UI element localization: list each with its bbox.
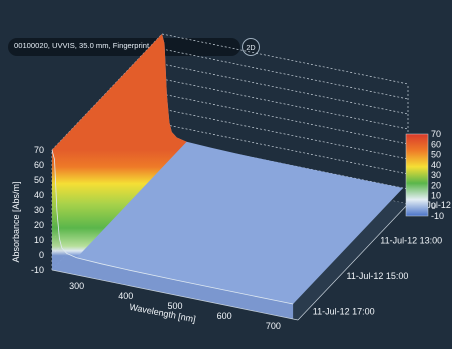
y-tick-label: 0: [39, 250, 44, 260]
colorbar-tick-label: 50: [431, 150, 441, 160]
colorbar-tick-label: 20: [431, 180, 441, 190]
x-tick-label: 700: [266, 321, 281, 331]
colorbar-tick-label: 0: [431, 201, 436, 211]
x-axis-line: [51, 269, 299, 321]
x-tick-label: 600: [217, 311, 232, 321]
y-tick-label: 10: [34, 235, 44, 245]
sample-info-label: 00100020, UVVIS, 35.0 mm, Fingerprint: [14, 41, 150, 50]
sample-info-bar: [8, 38, 240, 56]
absorbance-ridge: [52, 34, 187, 258]
y-tick-label: -10: [31, 265, 44, 275]
y-tick-label: 20: [34, 220, 44, 230]
y-tick-label: 70: [34, 145, 44, 155]
y-axis-title: Absorbance [Abs/m]: [11, 181, 21, 262]
colorbar-tick-label: 10: [431, 191, 441, 201]
y-tick-label: 50: [34, 175, 44, 185]
grid-line: [161, 108, 409, 160]
x-tick-label: 500: [167, 301, 182, 311]
y-tick-label: 40: [34, 190, 44, 200]
time-tick-label: 11-Jul-12 15:00: [347, 271, 409, 281]
spectrum-line: [51, 149, 294, 305]
grid-line: [161, 63, 409, 115]
grid-line: [161, 123, 409, 175]
spectrum-front-face: [52, 150, 294, 319]
time-tick-label: 11-Jul-12 13:00: [380, 236, 442, 246]
grid-line: [161, 78, 409, 130]
colorbar-tick-label: 70: [431, 129, 441, 139]
colorbar-tick-label: 60: [431, 139, 441, 149]
x-axis-title: Wavelength [nm]: [129, 302, 197, 325]
y-tick-label: 30: [34, 205, 44, 215]
time-tick-label: 11-Jul-12 17:00: [313, 307, 375, 317]
time-axis-line: [297, 203, 409, 321]
grid-line: [161, 93, 409, 145]
2d-view-button[interactable]: 2D: [242, 38, 260, 56]
colorbar-tick-label: -10: [431, 211, 444, 221]
colorbar-tick-label: 40: [431, 160, 441, 170]
time-tick-label: 11-Jul-12 11: [414, 200, 452, 210]
x-tick-label: 400: [118, 291, 133, 301]
x-tick-label: 300: [69, 281, 84, 291]
colorbar-tick-label: 30: [431, 170, 441, 180]
grid-line: [161, 48, 409, 100]
colorbar: [405, 133, 429, 217]
grid-line: [161, 33, 409, 85]
y-tick-label: 60: [34, 160, 44, 170]
